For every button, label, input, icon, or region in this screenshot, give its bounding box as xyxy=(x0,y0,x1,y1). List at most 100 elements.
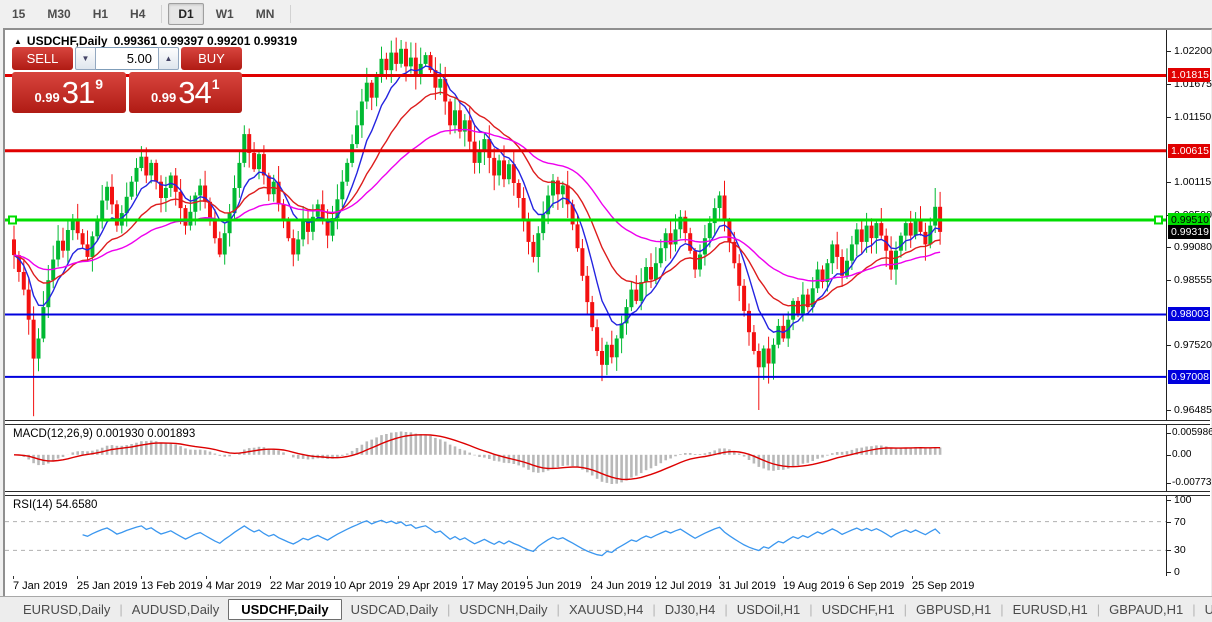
timeframe-button-d1[interactable]: D1 xyxy=(168,3,203,25)
date-tick-mark xyxy=(77,576,78,579)
level-price-badge: 1.00615 xyxy=(1168,144,1210,158)
date-label: 5 Jun 2019 xyxy=(527,580,581,592)
price-tick-mark xyxy=(1167,345,1171,346)
timeframe-button-m30[interactable]: M30 xyxy=(37,3,80,25)
hline-drag-handle[interactable] xyxy=(9,216,16,223)
date-tick-mark xyxy=(206,576,207,579)
tab-usdchf-h1[interactable]: USDCHF,H1 xyxy=(813,600,904,619)
date-label: 22 Mar 2019 xyxy=(270,580,332,592)
macd-tick-mark xyxy=(1167,483,1171,484)
price-tick-label: 1.00115 xyxy=(1174,176,1211,188)
price-tick-mark xyxy=(1167,51,1171,52)
current-price-badge: 0.99319 xyxy=(1168,225,1210,239)
rsi-tick-label: 70 xyxy=(1174,516,1186,528)
macd-tick-mark xyxy=(1167,433,1171,434)
pane-splitter[interactable] xyxy=(5,491,1210,496)
volume-decrease-button[interactable]: ▼ xyxy=(75,47,96,70)
timeframe-button-15[interactable]: 15 xyxy=(2,3,35,25)
sell-price-prefix: 0.99 xyxy=(34,90,59,105)
mt4-application: 15M30H1H4 D1W1MN ▲ USDCHF,Daily 0.99361 0.9… xyxy=(0,0,1212,622)
tab-eurusd-h1[interactable]: EURUSD,H1 xyxy=(1004,600,1097,619)
rsi-tick-mark xyxy=(1167,500,1171,501)
date-tick-mark xyxy=(783,576,784,579)
rsi-indicator-label: RSI(14) 54.6580 xyxy=(13,499,97,511)
buy-price-box[interactable]: 0.99 34 1 xyxy=(129,72,243,113)
tab-usdjp[interactable]: USDJP xyxy=(1196,600,1212,619)
macd-tick-label: -0.007737 xyxy=(1172,477,1212,489)
date-label: 25 Sep 2019 xyxy=(912,580,974,592)
timeframe-toolbar: 15M30H1H4 D1W1MN xyxy=(0,0,1212,28)
chart-symbol-label: USDCHF,Daily xyxy=(27,34,108,48)
timeframe-button-mn[interactable]: MN xyxy=(246,3,285,25)
pane-splitter[interactable] xyxy=(5,420,1210,425)
chart-title: ▲ USDCHF,Daily 0.99361 0.99397 0.99201 0.9… xyxy=(14,34,297,48)
date-label: 25 Jan 2019 xyxy=(77,580,138,592)
buy-price-prefix: 0.99 xyxy=(151,90,176,105)
date-axis[interactable]: 7 Jan 201925 Jan 201913 Feb 20194 Mar 20… xyxy=(5,576,1210,594)
date-tick-mark xyxy=(398,576,399,579)
chart-ohlc-quotes: 0.99361 0.99397 0.99201 0.99319 xyxy=(114,34,298,48)
date-tick-mark xyxy=(719,576,720,579)
tab-usdchf-daily[interactable]: USDCHF,Daily xyxy=(228,599,341,620)
hline-drag-handle[interactable] xyxy=(1155,216,1162,223)
level-price-badge: 0.97008 xyxy=(1168,370,1210,384)
collapse-arrow-icon[interactable]: ▲ xyxy=(14,37,22,46)
date-label: 29 Apr 2019 xyxy=(398,580,457,592)
spin-up-icon: ▲ xyxy=(165,54,173,63)
price-tick-label: 0.96485 xyxy=(1174,404,1212,416)
price-tick-label: 1.02200 xyxy=(1174,45,1212,57)
tab-audusd-daily[interactable]: AUDUSD,Daily xyxy=(123,600,228,619)
tab-gbpaud-h1[interactable]: GBPAUD,H1 xyxy=(1100,600,1192,619)
date-label: 12 Jul 2019 xyxy=(655,580,712,592)
ma-mid-line xyxy=(14,92,940,306)
buy-button[interactable]: BUY xyxy=(181,47,242,70)
timeframe-button-h1[interactable]: H1 xyxy=(83,3,118,25)
tab-usdcad-daily[interactable]: USDCAD,Daily xyxy=(342,600,447,619)
sell-price-box[interactable]: 0.99 31 9 xyxy=(12,72,126,113)
rsi-tick-mark xyxy=(1167,522,1171,523)
tab-xauusd-h4[interactable]: XAUUSD,H4 xyxy=(560,600,652,619)
price-tick-mark xyxy=(1167,247,1171,248)
price-tick-mark xyxy=(1167,182,1171,183)
tab-usdoil-h1[interactable]: USDOil,H1 xyxy=(728,600,810,619)
toolbar-separator xyxy=(161,5,162,23)
date-tick-mark xyxy=(527,576,528,579)
price-tick-label: 0.99080 xyxy=(1174,241,1212,253)
level-price-badge: 0.98003 xyxy=(1168,307,1210,321)
date-label: 31 Jul 2019 xyxy=(719,580,776,592)
one-click-trading-panel: SELL ▼ ▲ BUY 0.99 31 9 0.99 34 1 xyxy=(12,47,242,113)
volume-input[interactable] xyxy=(96,47,158,70)
rsi-pane[interactable] xyxy=(5,496,1166,576)
date-tick-mark xyxy=(334,576,335,579)
date-tick-mark xyxy=(655,576,656,579)
tab-eurusd-daily[interactable]: EURUSD,Daily xyxy=(14,600,119,619)
price-tick-mark xyxy=(1167,117,1171,118)
rsi-tick-mark xyxy=(1167,550,1171,551)
rsi-tick-label: 30 xyxy=(1174,544,1186,556)
buy-price-main: 34 xyxy=(178,72,210,113)
spin-down-icon: ▼ xyxy=(82,54,90,63)
date-label: 17 May 2019 xyxy=(462,580,526,592)
tab-usdcnh-daily[interactable]: USDCNH,Daily xyxy=(450,600,556,619)
macd-indicator-label: MACD(12,26,9) 0.001930 0.001893 xyxy=(13,428,195,440)
date-tick-mark xyxy=(13,576,14,579)
timeframe-button-h4[interactable]: H4 xyxy=(120,3,155,25)
toolbar-separator xyxy=(290,5,291,23)
price-tick-mark xyxy=(1167,280,1171,281)
macd-signal-line xyxy=(14,435,940,480)
date-tick-mark xyxy=(462,576,463,579)
date-label: 10 Apr 2019 xyxy=(334,580,393,592)
tab-dj30-h4[interactable]: DJ30,H4 xyxy=(656,600,725,619)
sell-button[interactable]: SELL xyxy=(12,47,73,70)
date-tick-mark xyxy=(270,576,271,579)
buy-price-pip: 1 xyxy=(212,76,220,92)
level-price-badge: 1.01815 xyxy=(1168,68,1210,82)
chart-tab-bar: EURUSD,Daily|AUDUSD,DailyUSDCHF,DailyUSD… xyxy=(0,596,1212,622)
macd-tick-mark xyxy=(1167,455,1171,456)
volume-increase-button[interactable]: ▲ xyxy=(158,47,179,70)
timeframe-button-w1[interactable]: W1 xyxy=(206,3,244,25)
date-tick-mark xyxy=(912,576,913,579)
price-tick-mark xyxy=(1167,410,1171,411)
tab-gbpusd-h1[interactable]: GBPUSD,H1 xyxy=(907,600,1000,619)
date-tick-mark xyxy=(141,576,142,579)
